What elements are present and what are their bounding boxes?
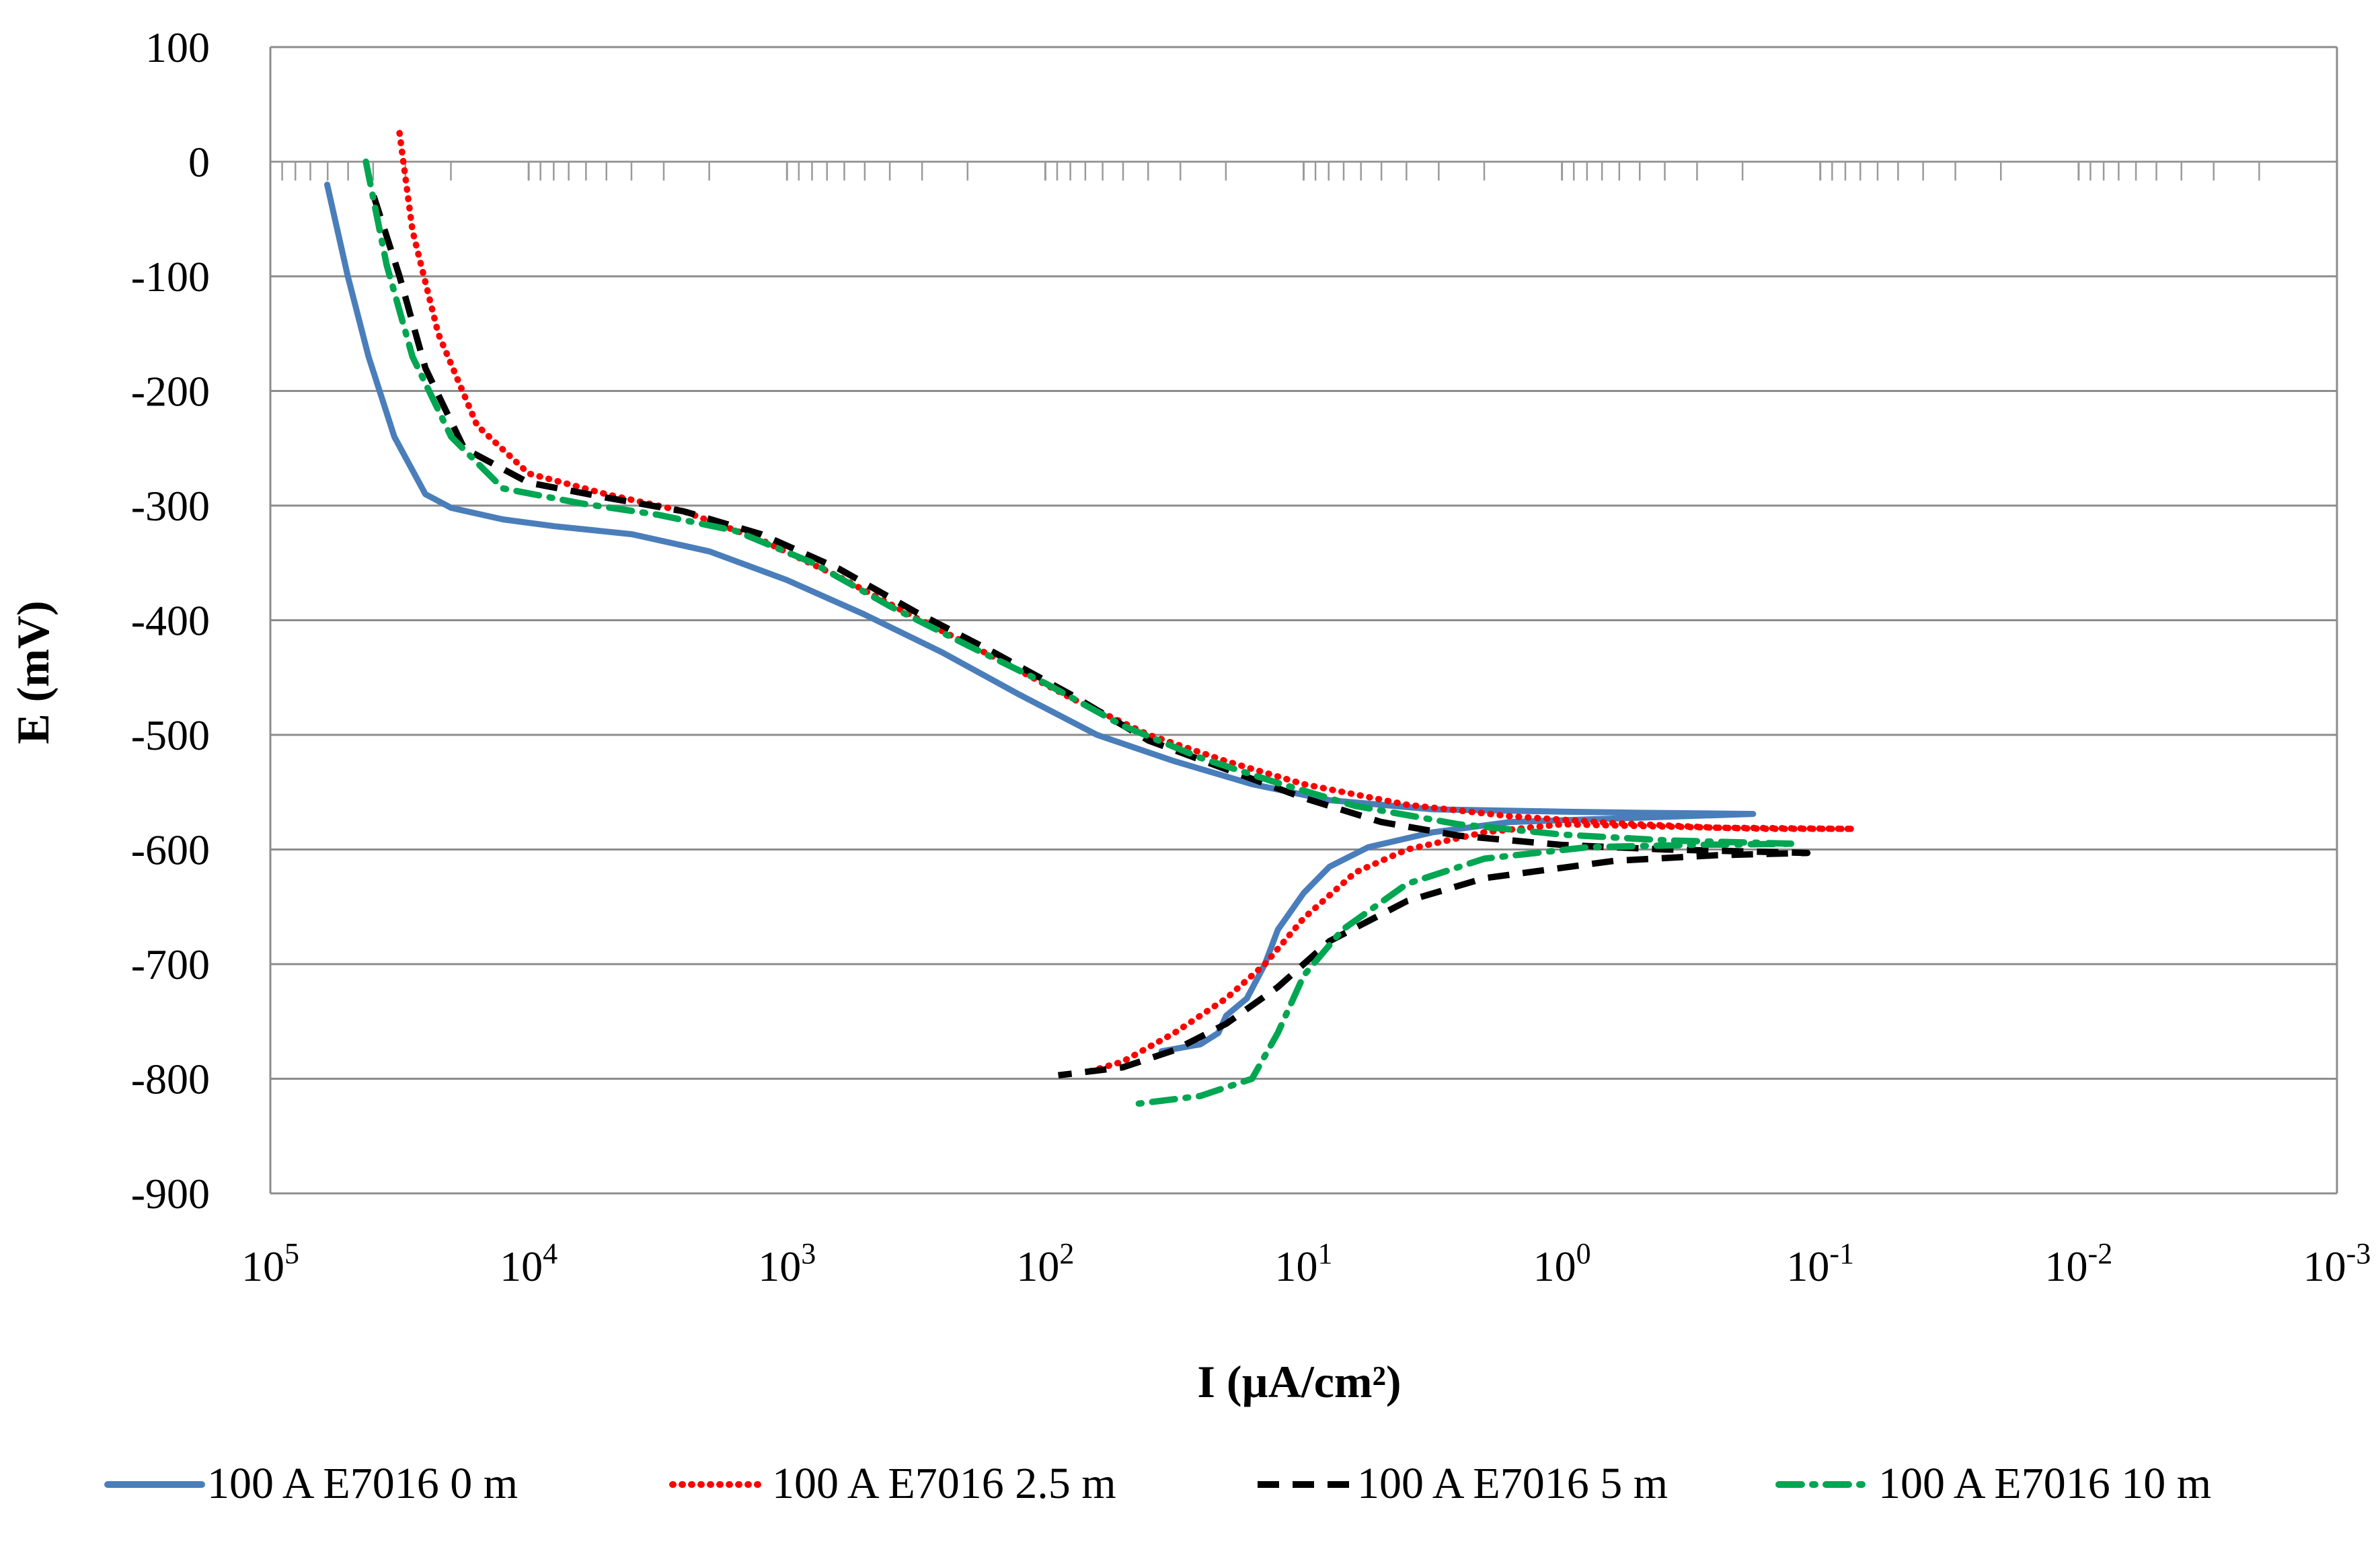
x-tick-base: 10: [1533, 1242, 1576, 1290]
x-tick-exponent: 3: [801, 1237, 816, 1270]
legend: 100 A E7016 0 m 100 A E7016 2.5 m 100 A E7…: [104, 1459, 2211, 1508]
plot-frame: [269, 47, 2338, 1193]
x-tick-label: 10-2: [2045, 1237, 2113, 1290]
x-tick-label: 103: [758, 1237, 816, 1290]
x-axis-tick-labels: 105 104 103 102 101 100 10-1 10-2 10-3: [241, 1237, 2371, 1290]
x-tick-base: 10: [758, 1242, 801, 1290]
x-tick-label: 104: [500, 1237, 558, 1290]
x-tick-label: 102: [1016, 1237, 1074, 1290]
x-tick-exponent: 1: [1318, 1237, 1333, 1270]
y-axis-title: E (mV): [7, 600, 59, 744]
x-tick-exponent: -2: [2088, 1237, 2113, 1270]
legend-label-2: 100 A E7016 5 m: [1357, 1459, 1668, 1508]
y-tick-label: -100: [131, 253, 210, 301]
y-tick-label: 0: [188, 139, 210, 186]
minor-ticks: [269, 161, 2338, 181]
y-tick-label: -400: [131, 597, 210, 645]
x-tick-label: 100: [1533, 1237, 1591, 1290]
legend-label-3: 100 A E7016 10 m: [1878, 1459, 2211, 1508]
legend-label-0: 100 A E7016 0 m: [207, 1459, 518, 1508]
y-tick-label: -500: [131, 711, 210, 759]
x-tick-base: 10: [1786, 1242, 1829, 1290]
x-tick-exponent: 0: [1576, 1237, 1591, 1270]
x-tick-base: 10: [1016, 1242, 1059, 1290]
y-tick-label: -700: [131, 941, 210, 988]
legend-label-1: 100 A E7016 2.5 m: [772, 1459, 1116, 1508]
y-tick-label: -900: [131, 1170, 210, 1218]
y-tick-label: -800: [131, 1056, 210, 1103]
x-tick-base: 10: [241, 1242, 284, 1290]
x-tick-exponent: 2: [1059, 1237, 1074, 1270]
series-layer: [324, 130, 1857, 1107]
x-axis-title: I (µA/cm²): [1197, 1356, 1401, 1407]
series-line-3: [362, 158, 1798, 1107]
y-tick-label: -600: [131, 826, 210, 874]
x-tick-base: 10: [1275, 1242, 1318, 1290]
y-tick-label: -200: [131, 368, 210, 416]
y-tick-label: 100: [145, 24, 210, 71]
y-axis-tick-labels: 100 0 -100 -200 -300 -400 -500 -600 -700 -800 -900: [131, 24, 210, 1218]
grid-lines: [270, 46, 2337, 1195]
series-line-1: [396, 130, 1857, 1076]
x-tick-label: 105: [241, 1237, 299, 1290]
x-tick-exponent: -3: [2346, 1237, 2371, 1270]
x-tick-base: 10: [2045, 1242, 2088, 1290]
x-tick-label: 10-1: [1786, 1237, 1854, 1290]
x-tick-exponent: -1: [1829, 1237, 1854, 1270]
series-line-0: [324, 182, 1757, 1055]
x-tick-exponent: 4: [543, 1237, 558, 1270]
y-tick-label: -300: [131, 482, 210, 530]
series-line-2: [371, 195, 1811, 1079]
x-tick-label: 10-3: [2303, 1237, 2371, 1290]
x-tick-base: 10: [500, 1242, 543, 1290]
x-tick-label: 101: [1275, 1237, 1333, 1290]
x-tick-exponent: 5: [284, 1237, 299, 1270]
x-tick-base: 10: [2303, 1242, 2346, 1290]
